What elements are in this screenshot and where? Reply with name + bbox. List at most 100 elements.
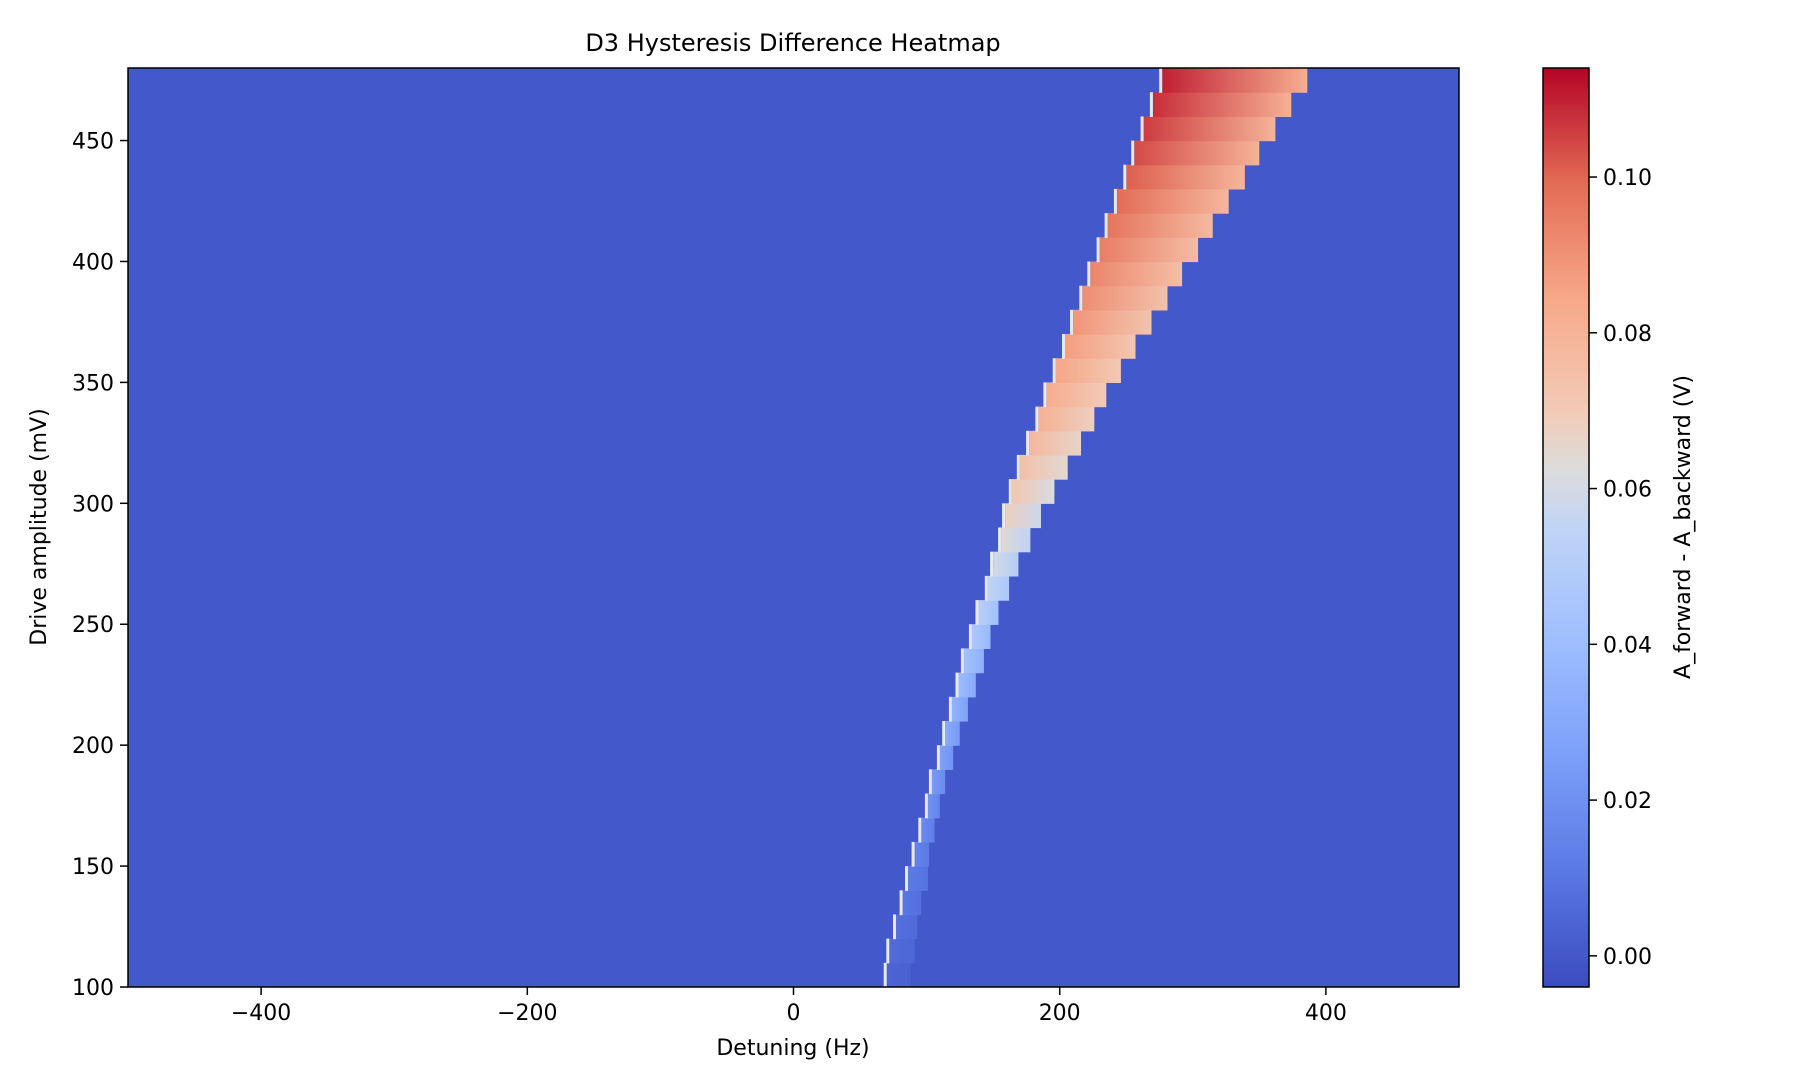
band-row	[1126, 164, 1245, 190]
band-row	[921, 817, 935, 843]
x-tick-label: 0	[787, 1001, 801, 1026]
y-axis: 100 150 200 250 300 350 400 450	[72, 130, 128, 1001]
colorbar-tick-label: 0.02	[1603, 789, 1652, 814]
band-row	[1011, 479, 1055, 504]
colorbar-tick-label: 0.04	[1603, 633, 1652, 658]
colorbar-gradient	[1542, 67, 1590, 988]
band-row	[958, 672, 976, 698]
band-row	[896, 914, 918, 940]
y-tick-label: 400	[72, 250, 114, 275]
band-row-edge	[1002, 503, 1006, 529]
band-row	[1065, 334, 1136, 359]
band-row-edge	[984, 575, 988, 601]
band-row	[993, 551, 1019, 577]
x-tick-label: −200	[497, 1001, 557, 1026]
band-row-edge	[1140, 116, 1144, 142]
band-row	[1099, 237, 1199, 263]
band-row	[1107, 213, 1213, 238]
band-row-edge	[1052, 358, 1056, 383]
band-row-edge	[911, 841, 915, 867]
band-row-edge	[1016, 454, 1020, 480]
band-row-edge	[1087, 261, 1091, 287]
band-row-edge	[1026, 430, 1030, 456]
band-row-edge	[998, 527, 1002, 553]
y-tick-label: 350	[72, 371, 114, 396]
band-row-edge	[942, 721, 946, 746]
band-row-edge	[899, 890, 903, 916]
hysteresis-band	[883, 68, 1308, 987]
band-row	[1090, 261, 1183, 287]
band-row-edge	[1079, 285, 1083, 311]
band-row	[1134, 140, 1260, 166]
band-row-edge	[886, 938, 890, 964]
band-row	[1152, 92, 1292, 117]
band-row-edge	[1008, 479, 1012, 504]
band-row	[1116, 188, 1229, 214]
band-row-edge	[893, 914, 896, 940]
band-row-edge	[918, 817, 922, 843]
band-row	[1001, 527, 1031, 553]
heatmap-background	[128, 68, 1459, 987]
band-row-edge	[1149, 92, 1153, 117]
band-row-edge	[936, 745, 940, 770]
band-row	[971, 624, 991, 649]
band-row-edge	[1043, 382, 1047, 408]
band-row-edge	[924, 793, 928, 819]
band-row	[1046, 382, 1107, 408]
colorbar-tick-label: 0.08	[1603, 322, 1652, 347]
band-row-edge	[1123, 164, 1127, 190]
band-row	[1005, 503, 1041, 529]
band-row	[1082, 285, 1168, 311]
band-row	[902, 890, 922, 916]
band-row-edge	[990, 551, 994, 577]
band-row-edge	[1104, 213, 1108, 238]
colorbar-tick-label: 0.10	[1603, 166, 1652, 191]
band-row-edge	[883, 962, 887, 987]
colorbar-tick-label: 0.00	[1603, 945, 1652, 970]
band-row	[886, 962, 911, 987]
band-row	[914, 841, 930, 867]
band-row	[1019, 454, 1068, 480]
band-row-edge	[1096, 237, 1100, 263]
chart-title: D3 Hysteresis Difference Heatmap	[585, 29, 1000, 57]
band-row	[939, 745, 954, 770]
band-row	[963, 648, 984, 674]
band-row-edge	[1113, 188, 1117, 214]
x-tick-label: −400	[231, 1001, 291, 1026]
band-row-edge	[928, 769, 932, 795]
colorbar: 0.00 0.02 0.04 0.06 0.08 0.10 A_forward - A_b…	[1542, 67, 1696, 988]
band-row	[987, 575, 1010, 601]
x-tick-label: 200	[1039, 1001, 1081, 1026]
y-tick-label: 200	[72, 734, 114, 759]
colorbar-label: A_forward - A_backward (V)	[1671, 375, 1696, 679]
band-row-edge	[1035, 406, 1039, 432]
band-row-edge	[948, 696, 952, 722]
band-row	[1055, 358, 1121, 383]
band-row	[978, 600, 999, 625]
band-row	[889, 938, 915, 964]
band-row	[1143, 116, 1276, 142]
band-row	[1162, 68, 1308, 93]
band-row-edge	[1159, 68, 1163, 93]
band-row-edge	[1070, 309, 1073, 335]
band-row-edge	[1062, 334, 1065, 359]
band-row-edge	[975, 600, 979, 625]
y-tick-label: 450	[72, 130, 114, 155]
x-axis: −400 −200 0 200 400	[231, 987, 1347, 1026]
y-tick-label: 150	[72, 855, 114, 880]
band-row-edge	[905, 866, 908, 891]
y-tick-label: 300	[72, 492, 114, 517]
band-row	[1029, 430, 1081, 456]
x-tick-label: 400	[1305, 1001, 1347, 1026]
band-row-edge	[960, 648, 964, 674]
band-row	[1073, 309, 1152, 335]
band-row	[951, 696, 968, 722]
band-row	[908, 866, 928, 891]
band-row-edge	[955, 672, 959, 698]
plot-area	[127, 67, 1460, 988]
colorbar-tick-label: 0.06	[1603, 478, 1652, 503]
band-row	[945, 721, 960, 746]
colorbar-ticks: 0.00 0.02 0.04 0.06 0.08 0.10	[1589, 166, 1652, 970]
y-axis-label: Drive amplitude (mV)	[27, 408, 52, 645]
